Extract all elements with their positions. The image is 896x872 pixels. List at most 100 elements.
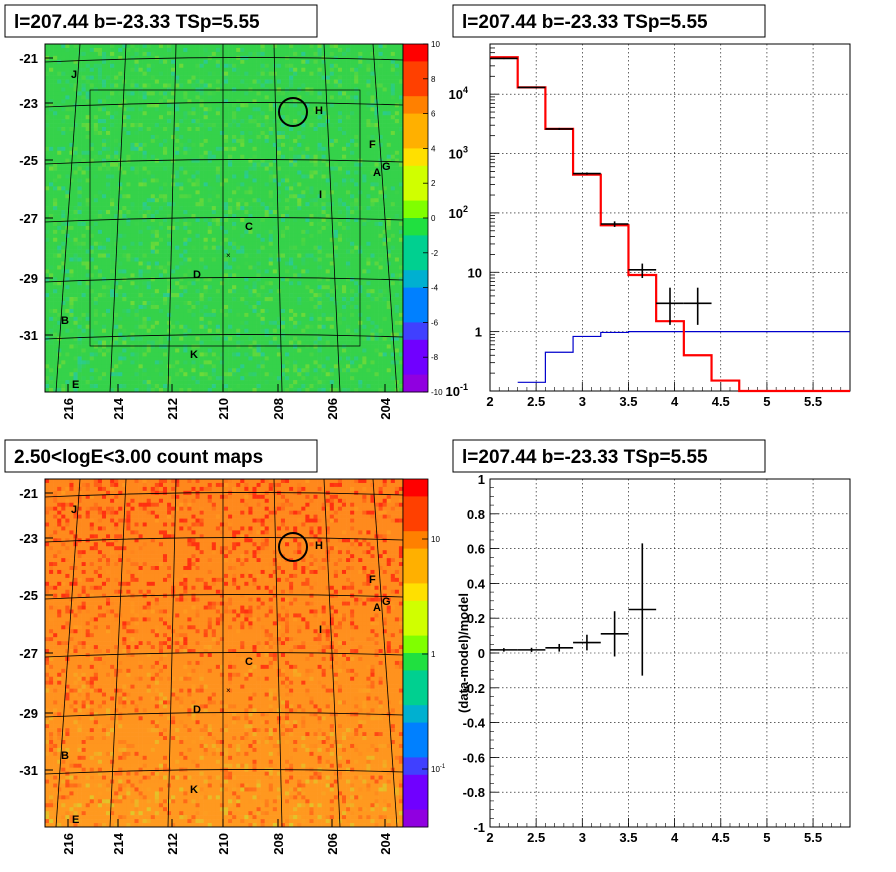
map-pixel [232,245,237,250]
map-pixel [260,352,265,357]
map-pixel [215,257,221,262]
map-pixel [167,150,172,156]
map-pixel [77,158,82,163]
map-pixel [224,87,229,92]
map-pixel [248,134,253,140]
map-pixel [77,261,82,266]
map-pixel [183,281,188,286]
map-pixel [244,174,249,179]
map-pixel [228,134,233,140]
map-pixel [256,79,261,84]
map-pixel [89,384,95,389]
map-pixel [228,380,233,385]
map-pixel [219,293,225,298]
map-pixel [199,83,204,88]
map-pixel [126,253,131,258]
map-pixel [244,340,249,345]
map-pixel [150,174,156,179]
map-pixel [122,376,127,381]
map-pixel [228,47,233,53]
map-pixel [146,305,152,310]
map-pixel [232,320,237,326]
map-pixel [203,63,209,69]
map-pixel [252,289,257,294]
map-pixel [142,71,148,76]
map-pixel [236,166,241,171]
map-pixel [61,134,66,140]
map-pixel [138,388,143,393]
map-pixel [240,324,245,330]
map-pixel [211,229,217,235]
map-pixel [264,131,270,136]
map-pixel [118,47,123,53]
map-pixel [93,75,99,80]
map-pixel [207,308,213,314]
map-pixel [77,253,82,258]
map-pixel [219,273,225,278]
map-pixel [138,293,143,298]
map-pixel [228,103,233,108]
map-pixel [162,75,168,80]
map-pixel [252,320,257,326]
map-pixel [260,158,265,163]
map-pixel [199,206,204,211]
map-pixel [224,229,229,235]
map-pixel [81,71,86,76]
map-pixel [268,253,274,258]
map-pixel [49,245,54,250]
map-pixel [138,103,143,108]
map-pixel [158,360,164,365]
map-pixel [191,380,196,385]
map-pixel [150,241,156,246]
map-pixel [187,233,192,239]
map-pixel [89,202,95,207]
map-pixel [126,59,131,65]
map-pixel [260,324,265,330]
map-pixel [114,182,119,187]
map-pixel [130,210,135,215]
map-pixel [219,55,225,61]
map-pixel [49,170,54,175]
map-pixel [85,376,91,381]
map-pixel [203,119,209,124]
map-pixel [158,241,164,246]
map-pixel [187,348,192,353]
map-pixel [65,293,70,298]
map-pixel [69,127,74,132]
map-pixel [268,83,274,88]
map-pixel [154,214,160,219]
map-pixel [236,324,241,330]
map-pixel [122,229,127,235]
map-pixel [203,316,209,322]
map-pixel [171,308,176,314]
map-pixel [142,51,148,57]
map-pixel [106,190,111,195]
map-pixel [154,119,160,124]
map-pixel [97,134,103,140]
map-pixel [248,206,253,211]
map-pixel [154,210,160,215]
map-pixel [228,360,233,365]
map-pixel [224,281,229,286]
map-pixel [191,134,196,140]
map-pixel [142,162,148,167]
map-pixel [162,71,168,76]
map-pixel [256,308,261,314]
map-pixel [268,229,274,235]
map-pixel [89,47,95,53]
map-pixel [85,55,91,61]
map-pixel [110,194,115,199]
map-pixel [126,190,131,195]
map-pixel [126,388,131,393]
map-pixel [232,142,237,148]
map-pixel [207,233,213,239]
map-pixel [236,111,241,116]
map-pixel [146,182,152,187]
map-pixel [183,388,188,393]
map-pixel [183,241,188,246]
map-pixel [150,162,156,167]
map-pixel [93,388,99,393]
map-pixel [97,356,103,361]
map-pixel [69,210,74,215]
map-pixel [211,83,217,88]
